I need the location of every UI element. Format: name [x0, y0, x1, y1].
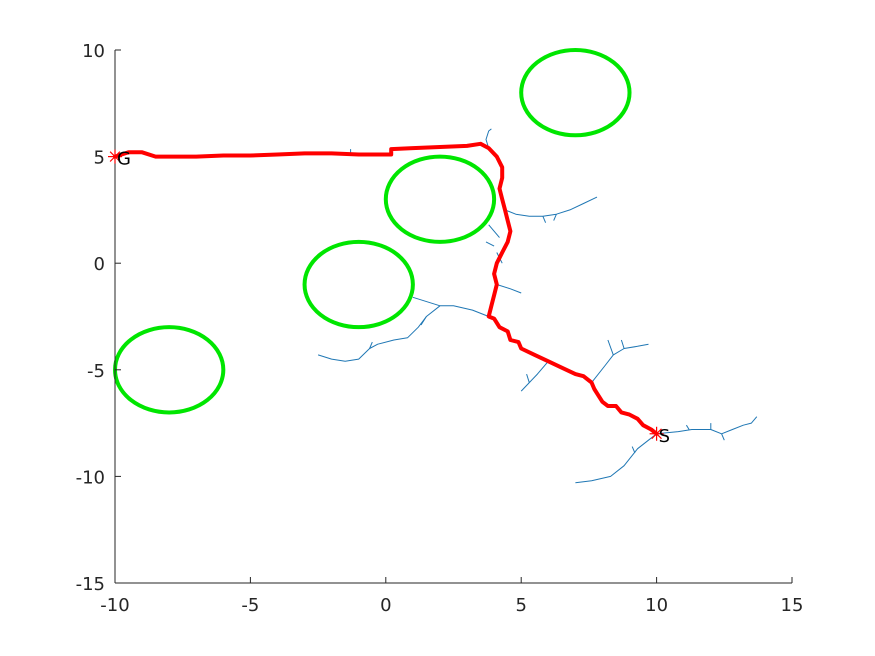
start-marker: [649, 426, 664, 441]
obstacle-circle: [519, 48, 632, 138]
tree-branch: [607, 339, 614, 356]
endpoints: SG: [108, 149, 670, 447]
tree-branch: [369, 341, 373, 349]
tree-branch: [553, 214, 557, 221]
y-tick-label: -10: [76, 467, 105, 488]
search-tree: [317, 128, 758, 484]
tree-branch: [685, 424, 690, 430]
tree-branch: [526, 373, 530, 383]
x-tick-label: -10: [100, 595, 129, 616]
tree-branch: [591, 343, 649, 383]
tree-branch: [631, 446, 636, 454]
y-tick-label: 0: [94, 254, 105, 275]
obstacle-circle: [383, 154, 497, 244]
tree-branch: [620, 339, 625, 349]
y-tick-label: -15: [76, 574, 105, 595]
tree-branch: [721, 433, 725, 441]
x-tick-label: 5: [515, 595, 526, 616]
x-tick-label: 10: [645, 595, 668, 616]
obstacles: [113, 48, 632, 415]
tree-branch: [496, 284, 522, 294]
tree-branch: [412, 296, 441, 307]
tree-branch: [317, 305, 489, 362]
x-tick-label: 0: [380, 595, 391, 616]
tree-branch: [485, 241, 495, 247]
obstacle-circle: [113, 325, 226, 415]
tree-branch: [485, 128, 492, 149]
y-tick-label: 5: [94, 148, 105, 169]
tree-branch: [575, 433, 657, 484]
x-tick-label: 15: [781, 595, 804, 616]
y-tick-label: -5: [87, 361, 105, 382]
y-tick-label: 10: [82, 41, 105, 62]
obstacle-circle: [302, 239, 415, 330]
tree-branch: [420, 316, 427, 326]
x-tick-label: -5: [241, 595, 259, 616]
start-label: S: [659, 426, 670, 447]
tree-branch: [542, 216, 547, 223]
axes: [114, 50, 792, 584]
tree-branch: [656, 416, 758, 435]
goal-marker: [108, 149, 122, 164]
tree-branch: [504, 196, 598, 217]
path-line: [113, 141, 659, 436]
tree-branch: [488, 224, 500, 238]
goal-label: G: [117, 149, 131, 170]
planned-path: [113, 141, 659, 436]
tree-branch: [520, 360, 549, 392]
